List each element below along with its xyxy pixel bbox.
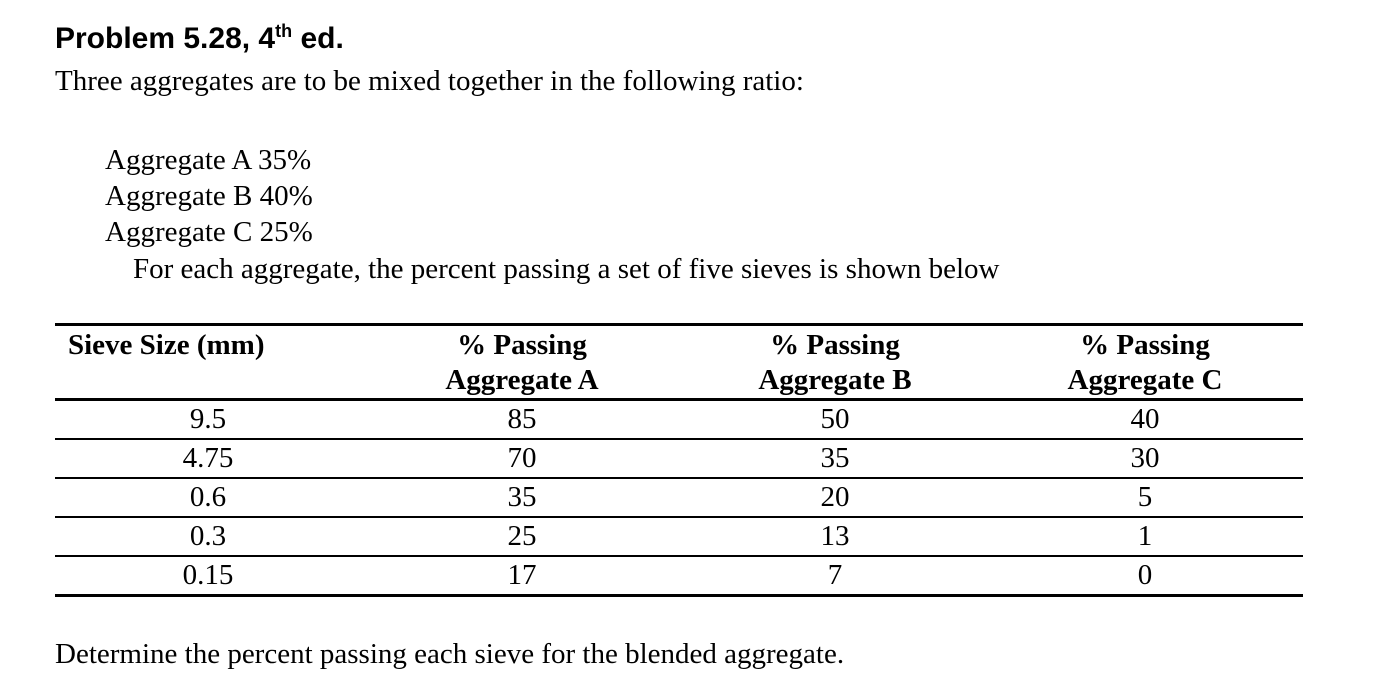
header-line: Aggregate B [758, 364, 912, 396]
sieve-note-text: For each aggregate, the percent passing … [133, 253, 1000, 285]
cell-passing-c: 40 [1130, 403, 1160, 435]
question-text: Determine the percent passing each sieve… [55, 638, 845, 670]
table-row: 0.15 17 7 0 [55, 556, 1303, 596]
header-line: % Passing [770, 329, 900, 361]
cell-passing-a: 85 [507, 403, 537, 435]
col-header-sieve-size: Sieve Size (mm) [55, 324, 361, 401]
cell-passing-b: 13 [820, 520, 850, 552]
header-line: % Passing [1080, 329, 1210, 361]
header-line: Aggregate A [445, 364, 599, 396]
table-row: 9.5 85 50 40 [55, 400, 1303, 439]
cell-sieve-size: 4.75 [182, 442, 234, 474]
cell-passing-a: 17 [507, 559, 537, 591]
header-line: Aggregate C [1067, 364, 1223, 396]
cell-passing-c: 0 [1137, 559, 1153, 591]
table-row: 0.3 25 13 1 [55, 517, 1303, 556]
cell-sieve-size: 9.5 [189, 403, 227, 435]
cell-passing-b: 50 [820, 403, 850, 435]
header-line: % Passing [457, 329, 587, 361]
sieve-data-table: Sieve Size (mm) % Passing Aggregate A % P… [55, 323, 1303, 597]
intro-text: Three aggregates are to be mixed togethe… [55, 65, 804, 97]
cell-sieve-size: 0.15 [182, 559, 234, 591]
col-header-passing-aggregate-a: % Passing Aggregate A [361, 324, 683, 401]
col-header-passing-aggregate-b: % Passing Aggregate B [683, 324, 987, 401]
document-page: Problem 5.28, 4th ed. Three aggregates a… [55, 22, 1389, 670]
cell-passing-a: 25 [507, 520, 537, 552]
table-row: 4.75 70 35 30 [55, 439, 1303, 478]
table-row: 0.6 35 20 5 [55, 478, 1303, 517]
cell-sieve-size: 0.6 [189, 481, 227, 513]
table-header-row: Sieve Size (mm) % Passing Aggregate A % P… [55, 324, 1303, 401]
header-line: Sieve Size (mm) [68, 329, 265, 361]
cell-passing-c: 5 [1137, 481, 1153, 513]
cell-passing-b: 7 [827, 559, 843, 591]
ratio-list: Aggregate A 35% Aggregate B 40% Aggregat… [105, 142, 1389, 250]
problem-title-superscript: th [275, 21, 293, 41]
ratio-line-aggregate-c: Aggregate C 25% [105, 216, 313, 248]
problem-title-edition: ed. [292, 22, 344, 55]
cell-passing-a: 35 [507, 481, 537, 513]
ratio-line-aggregate-b: Aggregate B 40% [105, 180, 313, 212]
cell-sieve-size: 0.3 [189, 520, 227, 552]
cell-passing-c: 30 [1130, 442, 1160, 474]
cell-passing-c: 1 [1137, 520, 1153, 552]
cell-passing-a: 70 [507, 442, 537, 474]
cell-passing-b: 20 [820, 481, 850, 513]
cell-passing-b: 35 [820, 442, 850, 474]
col-header-passing-aggregate-c: % Passing Aggregate C [987, 324, 1303, 401]
problem-title: Problem 5.28, 4th ed. [55, 22, 1389, 56]
ratio-line-aggregate-a: Aggregate A 35% [105, 144, 312, 176]
problem-title-main: Problem 5.28, 4 [55, 22, 276, 55]
